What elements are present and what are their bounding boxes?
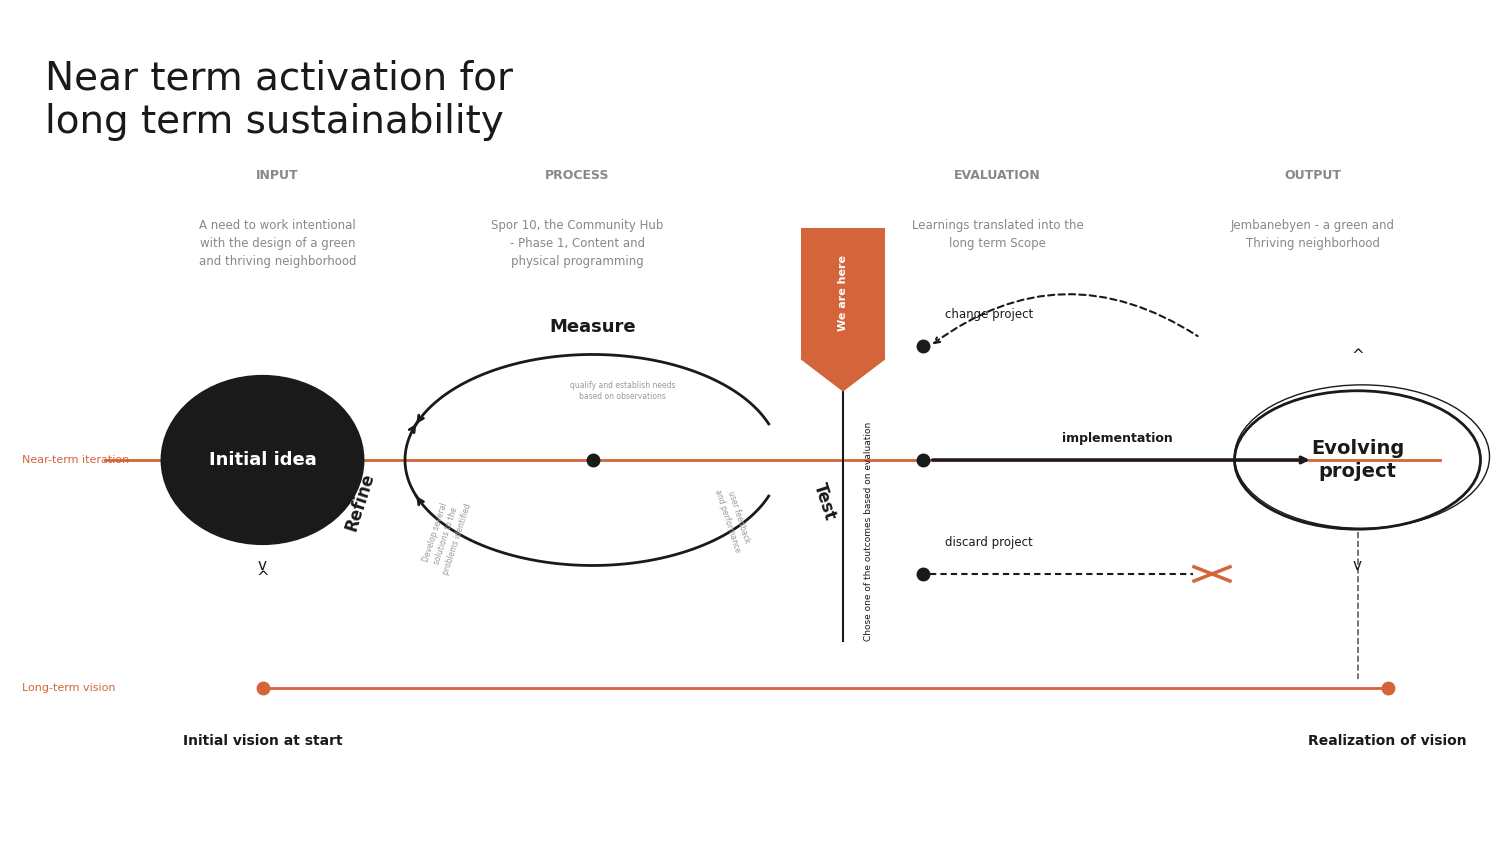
Text: We are here: We are here: [839, 255, 848, 332]
Text: Long-term vision: Long-term vision: [22, 683, 116, 693]
Text: Near term activation for
long term sustainability: Near term activation for long term susta…: [45, 59, 513, 141]
Text: Learnings translated into the
long term Scope: Learnings translated into the long term …: [912, 219, 1083, 251]
Text: PROCESS: PROCESS: [546, 169, 609, 181]
Text: OUTPUT: OUTPUT: [1284, 169, 1341, 181]
Text: ^: ^: [256, 570, 268, 585]
Text: Spor 10, the Community Hub
- Phase 1, Content and
physical programming: Spor 10, the Community Hub - Phase 1, Co…: [492, 219, 663, 268]
Text: Chose one of the outcomes based on evaluation: Chose one of the outcomes based on evalu…: [864, 422, 873, 641]
Text: A need to work intentional
with the design of a green
and thriving neighborhood: A need to work intentional with the desi…: [198, 219, 357, 268]
Text: discard project: discard project: [945, 536, 1032, 549]
FancyBboxPatch shape: [801, 228, 885, 359]
Text: INPUT: INPUT: [256, 169, 298, 181]
Text: Measure: Measure: [549, 318, 636, 336]
Text: v: v: [258, 558, 267, 573]
Text: Realization of vision: Realization of vision: [1308, 734, 1467, 749]
Text: Refine: Refine: [342, 471, 378, 533]
Text: change project: change project: [945, 308, 1034, 321]
Text: Jembanebyen - a green and
Thriving neighborhood: Jembanebyen - a green and Thriving neigh…: [1230, 219, 1395, 251]
Text: Test: Test: [810, 481, 838, 523]
Ellipse shape: [162, 376, 363, 544]
Text: v: v: [1353, 558, 1362, 573]
Polygon shape: [801, 359, 885, 391]
Text: Near-term iteration: Near-term iteration: [22, 455, 129, 465]
Text: Develop several
solutions to the
problems identified: Develop several solutions to the problem…: [420, 495, 472, 576]
Text: Evolving
project: Evolving project: [1311, 439, 1404, 481]
Text: user feedback
and performance: user feedback and performance: [714, 484, 753, 554]
Text: qualify and establish needs
based on observations: qualify and establish needs based on obs…: [570, 381, 675, 401]
Text: Initial vision at start: Initial vision at start: [183, 734, 342, 749]
Text: implementation: implementation: [1062, 432, 1173, 445]
Text: ^: ^: [1352, 348, 1364, 363]
Text: Initial idea: Initial idea: [209, 451, 316, 469]
Text: EVALUATION: EVALUATION: [954, 169, 1041, 181]
